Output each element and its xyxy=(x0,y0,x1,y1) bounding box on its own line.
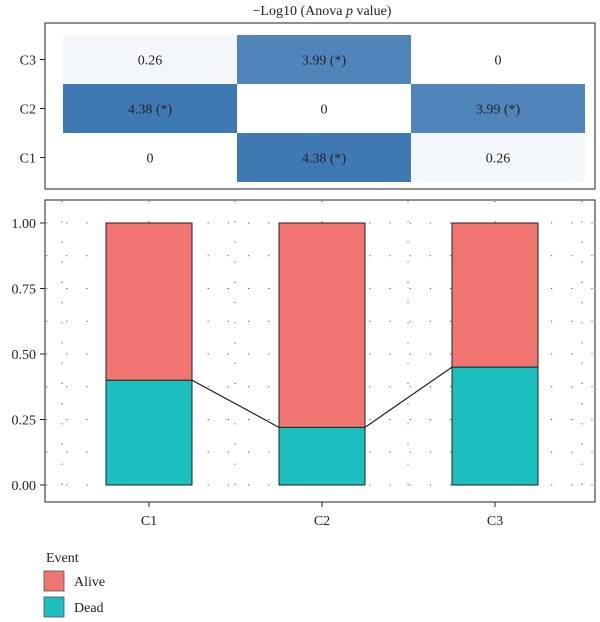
bar-alive-c2 xyxy=(278,222,366,428)
dead-connector-line xyxy=(364,366,453,428)
heatmap-row-label-c3: C3 xyxy=(20,54,36,69)
heatmap-cell-label: 0 xyxy=(321,103,328,118)
bar-alive-c3 xyxy=(451,222,539,368)
heatmap-cell xyxy=(237,35,411,84)
heatmap-row-labels: C3 C2 C1 xyxy=(20,54,45,167)
bar-alive-c1 xyxy=(105,222,193,381)
legend-label-alive: Alive xyxy=(74,575,105,590)
heatmap-cell-label: 4.38 (*) xyxy=(128,103,173,118)
legend: Event Alive Dead xyxy=(43,551,105,618)
heatmap-cell xyxy=(63,133,237,182)
y-tick-label: 1.00 xyxy=(12,217,37,232)
dead-connector-line xyxy=(191,379,280,428)
x-axis: C1 C2 C3 xyxy=(141,502,503,529)
heatmap-cell-label: 0.26 xyxy=(138,54,163,69)
bar-dead-c3 xyxy=(451,366,539,486)
heatmap-cell xyxy=(411,35,585,84)
heatmap-cell xyxy=(237,84,411,133)
legend-swatch-dead xyxy=(43,596,65,618)
heatmap-cell-label: 0 xyxy=(495,54,502,69)
legend-label-dead: Dead xyxy=(74,601,104,616)
heatmap-cell-label: 0 xyxy=(147,152,154,167)
heatmap-cell xyxy=(411,133,585,182)
legend-swatch-alive xyxy=(43,570,65,592)
y-tick-label: 0.75 xyxy=(12,283,37,298)
heatmap-row-label-c1: C1 xyxy=(20,152,36,167)
heatmap-row-label-c2: C2 xyxy=(20,103,36,118)
bar-series xyxy=(105,222,539,486)
heatmap-cell xyxy=(411,84,585,133)
heatmap-cell-label: 3.99 (*) xyxy=(476,103,521,118)
y-tick-label: 0.00 xyxy=(12,479,37,494)
heatmap-cells: 0.26 3.99 (*) 0 4.38 (*) 0 3.99 (*) 0 4.38 (*) 0… xyxy=(63,35,585,182)
heatmap-cell-label: 3.99 (*) xyxy=(302,54,347,69)
heatmap-cell-label: 0.26 xyxy=(486,152,511,167)
x-tick-label-c1: C1 xyxy=(141,514,157,529)
heatmap-cell-label: 4.38 (*) xyxy=(302,152,347,167)
x-tick-label-c3: C3 xyxy=(487,514,503,529)
heatmap-cell xyxy=(63,35,237,84)
heatmap-frame xyxy=(44,22,596,190)
bar-dead-c2 xyxy=(278,426,366,486)
bar-dead-c1 xyxy=(105,379,193,486)
plot-frame xyxy=(44,199,596,503)
heatmap-cell xyxy=(63,84,237,133)
legend-title: Event xyxy=(46,551,79,566)
heatmap-title: −Log10 (Anova p value) xyxy=(253,4,392,19)
x-tick-label-c2: C2 xyxy=(314,514,330,529)
y-tick-label: 0.25 xyxy=(12,414,37,429)
heatmap-cell xyxy=(237,133,411,182)
y-axis: 0.00 0.25 0.50 0.75 1.00 xyxy=(12,217,45,494)
y-tick-label: 0.50 xyxy=(12,348,37,363)
